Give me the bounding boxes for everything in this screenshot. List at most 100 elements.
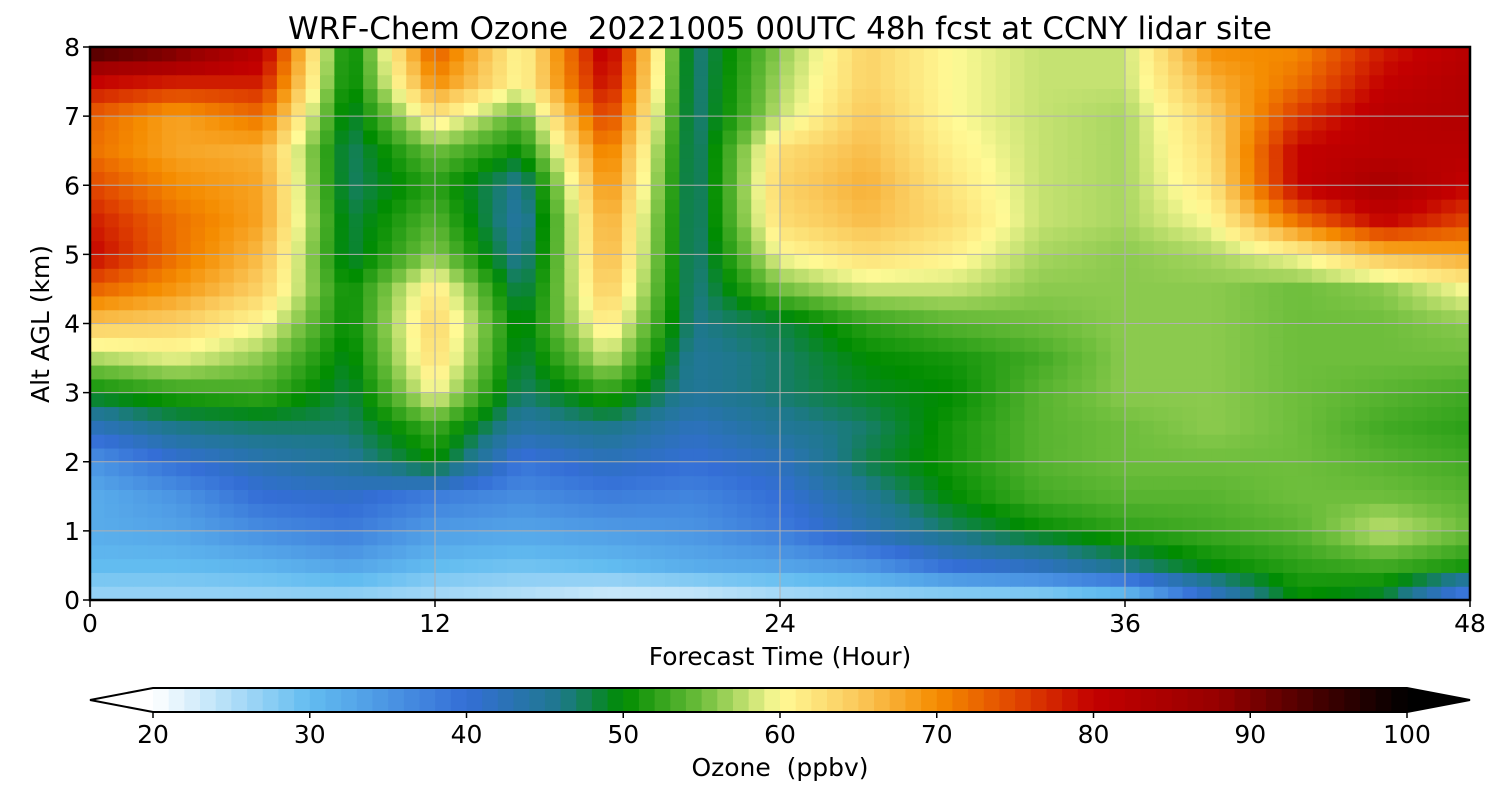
heatmap-cell	[722, 572, 738, 587]
heatmap-cell	[1340, 337, 1356, 352]
heatmap-cell	[1010, 295, 1025, 311]
heatmap-cell	[1398, 47, 1414, 62]
heatmap-cell	[1455, 364, 1470, 380]
heatmap-cell	[406, 226, 422, 242]
heatmap-cell	[909, 337, 925, 352]
heatmap-cell	[1225, 378, 1241, 394]
heatmap-cell	[248, 60, 264, 76]
heatmap-cell	[981, 171, 997, 186]
heatmap-cell	[736, 447, 752, 463]
heatmap-cell	[751, 544, 767, 560]
heatmap-cell	[808, 185, 824, 200]
heatmap-cell	[665, 434, 680, 449]
heatmap-cell	[1441, 282, 1457, 297]
heatmap-cell	[564, 102, 580, 117]
heatmap-cell	[1283, 185, 1299, 200]
heatmap-cell	[866, 199, 882, 214]
heatmap-cell	[564, 129, 580, 145]
heatmap-cell	[506, 558, 522, 573]
heatmap-cell	[1311, 129, 1327, 145]
heatmap-cell	[952, 47, 968, 62]
heatmap-cell	[1081, 116, 1097, 131]
heatmap-cell	[938, 60, 954, 76]
heatmap-cell	[1038, 226, 1054, 242]
heatmap-cell	[679, 295, 695, 311]
heatmap-cell	[305, 447, 321, 463]
heatmap-cell	[1081, 337, 1097, 352]
heatmap-cell	[463, 47, 479, 62]
colorbar-segment	[685, 688, 703, 712]
heatmap-cell	[808, 434, 824, 449]
heatmap-cell	[780, 586, 795, 600]
heatmap-cell	[1311, 586, 1327, 600]
heatmap-cell	[1211, 434, 1227, 449]
heatmap-cell	[248, 47, 264, 62]
heatmap-cell	[1426, 116, 1442, 131]
heatmap-cell	[219, 47, 235, 62]
heatmap-cell	[765, 268, 781, 283]
heatmap-cell	[1283, 420, 1299, 435]
heatmap-cell	[190, 47, 206, 62]
heatmap-cell	[334, 74, 350, 90]
heatmap-cell	[521, 530, 537, 546]
heatmap-cell	[463, 586, 479, 600]
heatmap-cell	[305, 240, 321, 255]
heatmap-cell	[334, 309, 350, 325]
heatmap-cell	[420, 447, 436, 463]
heatmap-cell	[1168, 337, 1184, 352]
heatmap-cell	[1081, 517, 1097, 532]
heatmap-cell	[190, 129, 206, 145]
heatmap-cell	[995, 157, 1011, 173]
heatmap-cell	[823, 282, 839, 297]
heatmap-cell	[478, 309, 494, 325]
heatmap-cell	[1240, 88, 1255, 103]
heatmap-cell	[1081, 323, 1097, 338]
heatmap-cell	[981, 503, 997, 518]
heatmap-cell	[1038, 351, 1054, 366]
heatmap-cell	[751, 447, 767, 463]
heatmap-cell	[938, 489, 954, 504]
heatmap-cell	[190, 212, 206, 228]
heatmap-cell	[1096, 392, 1112, 408]
heatmap-cell	[190, 461, 206, 477]
heatmap-cell	[190, 572, 206, 587]
heatmap-cell	[1383, 102, 1399, 117]
heatmap-cell	[1441, 475, 1457, 490]
heatmap-cell	[1398, 116, 1414, 131]
heatmap-cell	[161, 282, 177, 297]
heatmap-cell	[535, 378, 551, 394]
heatmap-cell	[995, 88, 1011, 103]
heatmap-cell	[1096, 558, 1112, 573]
heatmap-cell	[305, 226, 321, 242]
heatmap-cell	[1024, 420, 1040, 435]
heatmap-cell	[449, 282, 465, 297]
heatmap-cell	[1081, 102, 1097, 117]
heatmap-cell	[808, 157, 824, 173]
heatmap-cell	[1139, 586, 1155, 600]
heatmap-cell	[966, 295, 982, 311]
heatmap-cell	[406, 530, 422, 546]
heatmap-cell	[506, 475, 522, 490]
colorbar-segment	[889, 688, 907, 712]
heatmap-cell	[1369, 517, 1385, 532]
heatmap-cell	[1311, 268, 1327, 283]
heatmap-cell	[377, 406, 393, 421]
heatmap-cell	[262, 295, 278, 311]
heatmap-cell	[521, 116, 537, 131]
heatmap-cell	[593, 530, 609, 546]
heatmap-cell	[981, 268, 997, 283]
heatmap-cell	[1297, 240, 1313, 255]
heatmap-cell	[1340, 282, 1356, 297]
heatmap-cell	[435, 74, 450, 90]
heatmap-cell	[780, 517, 795, 532]
heatmap-cell	[693, 544, 709, 560]
heatmap-cell	[1240, 517, 1255, 532]
heatmap-cell	[693, 323, 709, 338]
heatmap-cell	[1139, 337, 1155, 352]
heatmap-cell	[923, 392, 939, 408]
colorbar-segment	[356, 688, 374, 712]
heatmap-cell	[708, 337, 724, 352]
heatmap-cell	[1081, 434, 1097, 449]
heatmap-cell	[1412, 268, 1428, 283]
heatmap-cell	[363, 406, 379, 421]
